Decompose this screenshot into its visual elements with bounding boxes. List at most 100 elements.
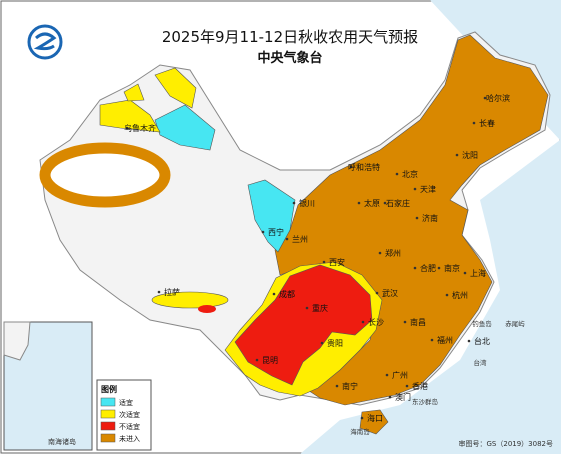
legend-swatch [100, 397, 116, 407]
city-label: 南京 [444, 263, 460, 273]
legend-label: 次适宜 [119, 410, 140, 419]
forecast-region [123, 83, 145, 102]
legend-label: 适宜 [119, 398, 133, 407]
city-dot [360, 416, 364, 420]
legend-swatch [100, 433, 116, 443]
city-dot [320, 341, 324, 345]
legend-label: 未进入 [119, 434, 140, 443]
city-dot [472, 121, 476, 125]
logo [27, 24, 63, 60]
city-label: 南昌 [410, 317, 426, 327]
city-label: 济南 [422, 213, 438, 223]
city-label: 昆明 [262, 356, 278, 365]
city-dot [361, 320, 365, 324]
review-number: 审图号：GS（2019）3082号 [459, 439, 554, 448]
city-label: 西宁 [268, 227, 284, 237]
city-label: 拉萨 [164, 287, 180, 297]
city-dot [385, 373, 389, 377]
city-label: 广州 [392, 370, 408, 380]
inset-label: 南海诸岛 [48, 437, 76, 446]
city-dot [349, 165, 353, 169]
city-dot [125, 126, 129, 130]
city-label: 台北 [474, 336, 490, 346]
city-dot [463, 271, 467, 275]
forecast-region [234, 264, 373, 386]
city-label: 南宁 [342, 381, 358, 391]
city-dot [255, 358, 259, 362]
city-label: 福州 [437, 336, 453, 345]
city-label: 合肥 [420, 263, 436, 273]
city-dot [437, 266, 441, 270]
city-dot [467, 339, 471, 343]
city-label: 海口 [367, 413, 383, 423]
forecast-ring [39, 142, 171, 208]
city-label: 哈尔滨 [486, 93, 510, 103]
city-dot [305, 306, 309, 310]
city-dot [383, 201, 387, 205]
city-dot [378, 251, 382, 255]
city-dot [405, 384, 409, 388]
city-label: 呼和浩特 [348, 162, 380, 172]
city-label: 兰州 [292, 234, 308, 244]
city-dot [413, 266, 417, 270]
place-label: 海南岛 [350, 427, 370, 436]
city-dot [430, 338, 434, 342]
city-dot [483, 96, 487, 100]
city-dot [272, 292, 276, 296]
forecast-region [154, 67, 197, 109]
city-dot [261, 230, 265, 234]
city-label: 西安 [329, 257, 345, 267]
city-label: 香港 [412, 381, 428, 391]
city-dot [445, 293, 449, 297]
forecast-region [359, 409, 389, 435]
place-label: 赤尾屿 [505, 319, 525, 328]
city-label: 贵阳 [327, 338, 343, 348]
forecast-region [198, 305, 216, 313]
city-label: 重庆 [312, 303, 328, 313]
title: 2025年9月11-12日秋收农用天气预报 [162, 28, 418, 46]
city-dot [322, 260, 326, 264]
place-label: 台湾 [474, 358, 488, 367]
sea [300, 0, 561, 454]
forecast-region [154, 104, 216, 151]
city-label: 长沙 [368, 317, 384, 327]
city-label: 上海 [470, 268, 486, 278]
city-dot [157, 290, 161, 294]
place-label: 东沙群岛 [412, 397, 438, 406]
legend-swatch [100, 409, 116, 419]
city-dot [415, 216, 419, 220]
city-label: 银川 [299, 198, 315, 208]
city-dot [413, 187, 417, 191]
logo-mark [33, 32, 57, 51]
city-dot [357, 201, 361, 205]
regions [39, 34, 549, 435]
city-dot [388, 395, 392, 399]
city-label: 郑州 [385, 248, 401, 258]
city-dot [292, 201, 296, 205]
city-dot [285, 237, 289, 241]
subtitle: 中央气象台 [257, 50, 322, 66]
forecast-region [247, 179, 296, 253]
forecast-region [151, 291, 229, 309]
city-dot [335, 384, 339, 388]
city-label: 天津 [420, 184, 436, 194]
legend-swatch [100, 421, 116, 431]
city-label: 澳门 [395, 392, 411, 402]
city-dot [375, 291, 379, 295]
city-dot [455, 153, 459, 157]
city-label: 石家庄 [386, 198, 410, 208]
city-label: 长春 [479, 118, 495, 128]
city-dot [403, 320, 407, 324]
city-label: 杭州 [452, 290, 468, 300]
city-label: 乌鲁木齐 [124, 123, 156, 133]
city-label: 成都 [279, 289, 295, 299]
city-label: 北京 [402, 169, 418, 179]
legend-label: 不适宜 [119, 422, 140, 431]
place-label: 钓鱼岛 [472, 319, 492, 328]
city-label: 武汉 [382, 288, 398, 298]
city-label: 沈阳 [462, 150, 478, 160]
city-label: 太原 [364, 198, 380, 208]
